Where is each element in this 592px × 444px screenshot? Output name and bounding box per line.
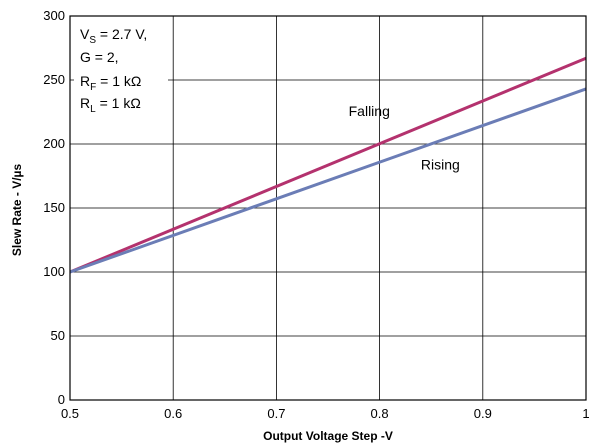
y-tick-label: 200	[43, 136, 65, 151]
condition-line: VS = 2.7 V,	[80, 26, 147, 46]
series-label-rising: Rising	[421, 157, 460, 173]
x-tick-labels: 0.5 0.6 0.7 0.8 0.9 1	[61, 406, 590, 421]
y-axis-label: Slew Rate - V/µs	[10, 164, 24, 257]
conditions-background	[74, 20, 168, 116]
x-tick-label: 0.9	[474, 406, 492, 421]
x-tick-label: 1	[582, 406, 589, 421]
y-tick-label: 150	[43, 200, 65, 215]
y-tick-label: 0	[58, 392, 65, 407]
condition-line: RL = 1 kΩ	[80, 95, 141, 115]
series-label-falling: Falling	[349, 103, 390, 119]
y-tick-label: 50	[51, 328, 65, 343]
x-tick-label: 0.7	[267, 406, 285, 421]
x-axis-label: Output Voltage Step -V	[263, 429, 393, 443]
series-line-falling	[69, 56, 587, 274]
x-tick-label: 0.8	[371, 406, 389, 421]
y-tick-label: 250	[43, 72, 65, 87]
y-tick-label: 300	[43, 8, 65, 23]
condition-line: G = 2,	[80, 49, 119, 65]
condition-line: RF = 1 kΩ	[80, 73, 141, 93]
series-line-rising	[69, 87, 587, 274]
series-lines	[69, 56, 587, 274]
x-tick-label: 0.5	[61, 406, 79, 421]
plot-border	[69, 15, 587, 401]
x-tick-label: 0.6	[164, 406, 182, 421]
plot-frame	[69, 15, 587, 401]
series-labels: Falling Rising	[349, 103, 460, 173]
y-tick-label: 100	[43, 264, 65, 279]
y-tick-labels: 0 50 100 150 200 250 300	[43, 8, 65, 407]
